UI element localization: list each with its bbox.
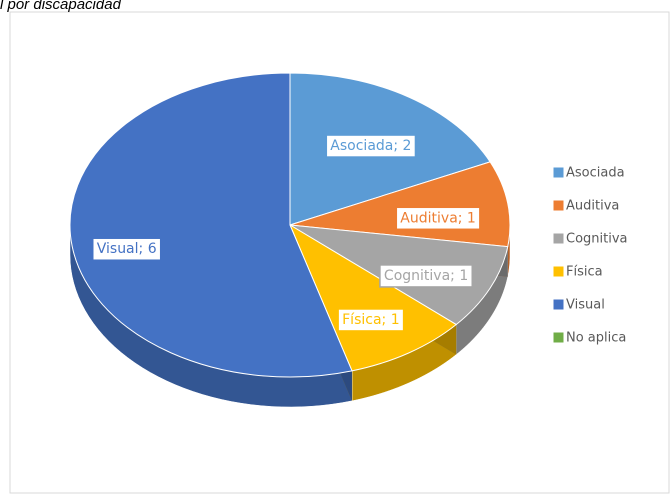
data-label: Cognitiva; 1	[384, 268, 468, 284]
legend-swatch	[552, 166, 565, 179]
data-label-box	[395, 206, 481, 231]
chart-title: l por discapacidad	[0, 0, 122, 13]
data-label: Auditiva; 1	[400, 210, 476, 226]
legend-label: Auditiva	[566, 199, 619, 214]
legend-swatch	[552, 232, 565, 245]
legend-swatch	[552, 331, 565, 344]
data-label-box	[337, 308, 405, 332]
legend-swatch	[552, 265, 565, 278]
legend-label: No aplica	[566, 331, 626, 346]
legend-swatch	[552, 199, 565, 212]
legend-label: Física	[566, 265, 603, 280]
data-label: Asociada; 2	[330, 138, 411, 154]
data-label-box	[91, 237, 162, 261]
data-label: Física; 1	[342, 312, 399, 328]
data-label: Visual; 6	[97, 241, 157, 257]
legend-label: Cognitiva	[566, 232, 628, 247]
legend-label: Asociada	[566, 166, 625, 181]
data-label-box	[379, 264, 473, 288]
legend-label: Visual	[566, 298, 605, 313]
slice	[288, 223, 458, 372]
data-label-box	[325, 134, 417, 158]
slice	[69, 72, 353, 378]
legend-swatch	[552, 298, 565, 311]
